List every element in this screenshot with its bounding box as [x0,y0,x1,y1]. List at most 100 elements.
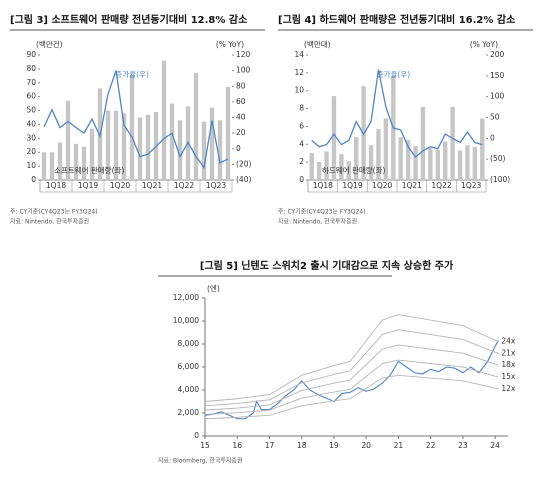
y-tick-label: 12,000 [173,293,199,302]
bar [398,137,403,180]
bar [376,129,381,180]
bar [443,141,448,180]
x-tick-label: 1Q21 [402,181,422,190]
bar [324,151,329,180]
bar [89,128,95,180]
x-tick-label: 17 [265,441,275,450]
y2-tick-label: 20 [236,128,246,137]
x-tick-label: 20 [361,441,371,450]
bar [339,154,344,180]
bar [81,146,87,180]
bar [480,118,485,180]
y2-axis-label: (% YoY) [470,40,498,49]
x-tick-label: 1Q20 [110,181,130,190]
y-tick-label: 4 [299,139,304,148]
x-tick-label: 1Q19 [342,181,362,190]
y-tick-label: 10 [26,161,36,170]
bar [121,113,127,180]
bar [169,103,175,180]
bar [457,150,463,180]
y2-tick-label: 0 [236,144,241,153]
band-label: 21x [501,348,516,357]
bar [49,152,55,180]
bar [137,117,143,180]
x-tick-label: 1Q20 [372,181,392,190]
y2-tick-label: 60 [236,97,246,106]
y2-tick-label: 0 [490,133,495,142]
y2-tick-label: 100 [236,66,251,75]
y2-tick-label: 200 [490,50,505,59]
bar [309,153,314,180]
band-line [204,344,499,411]
bar [177,120,183,180]
y-tick-label: 8 [299,104,304,113]
x-tick-label: 1Q21 [142,181,162,190]
bar [73,143,79,180]
y-tick-label: 40 [26,119,36,128]
note: 주: CY기준(CY4Q23는 FY3Q24) [278,208,366,216]
x-tick-label: 15 [200,441,210,450]
y-tick-label: 90 [26,50,36,59]
x-tick-label: 1Q23 [206,181,226,190]
y-tick-label: 4,000 [178,385,200,394]
y-tick-label: 80 [26,64,36,73]
bar [428,147,433,180]
y2-tick-label: (40) [236,175,251,184]
chart-title: [그림 4] 하드웨어 판매량은 전년동기대비 16.2% 감소 [278,13,515,26]
band-line [204,374,499,420]
x-tick-label: 18 [297,441,307,450]
y2-tick-label: 100 [490,92,505,101]
growth-line [43,70,229,170]
chart-title: [그림 3] 소프트웨어 판매량 전년동기대비 12.8% 감소 [10,13,247,26]
bar [41,152,47,180]
y-axis-label: (엔) [207,283,220,293]
y-tick-label: 70 [26,78,36,87]
y2-tick-label: 120 [236,50,251,59]
bar [225,86,231,180]
x-tick-label: 23 [458,441,468,450]
x-tick-label: 1Q18 [313,181,333,190]
y-tick-label: 60 [26,92,36,101]
y2-tick-label: (50) [490,154,505,163]
x-tick-label: 16 [232,441,242,450]
y-tick-label: 0 [299,175,304,184]
y-tick-label: 2 [299,157,304,166]
band-label: 18x [501,360,516,369]
bar [346,161,351,180]
x-tick-label: 1Q23 [461,181,481,190]
bar [105,110,111,180]
bar [413,146,418,180]
x-tick-label: 1Q22 [431,181,451,190]
x-tick-label: 24 [490,441,500,450]
chart-title: [그림 5] 닌텐도 스위치2 출시 기대감으로 지속 상승한 주가 [200,259,454,272]
band-label: 15x [501,372,516,381]
bar [465,145,470,180]
note: 주: CY기준(CY4Q23는 FY3Q24) [10,208,98,216]
bar [420,106,426,180]
legend-line: 증가율(우) [377,70,411,79]
band-label: 24x [501,337,516,346]
y-tick-label: 20 [26,147,36,156]
y2-tick-label: 150 [490,71,505,80]
y-axis-label: (백만대) [304,39,331,49]
y-tick-label: 14 [294,50,304,59]
legend-line: 증가율(우) [115,70,149,79]
bar [145,114,151,180]
y-tick-label: 2,000 [178,408,200,417]
note: 자료: Nintendo, 한국투자증권 [278,218,357,226]
price-line [204,340,499,420]
y2-axis-label: (% YoY) [216,40,244,49]
bar [316,162,322,180]
y2-tick-label: (100) [490,175,510,184]
y-tick-label: 10 [294,86,304,95]
y-tick-label: 12 [294,68,304,77]
y-tick-label: 6 [299,121,304,130]
band-label: 12x [501,384,516,393]
y-tick-label: 8,000 [178,339,200,348]
y2-tick-label: 80 [236,81,246,90]
bar [435,149,440,180]
band-line [204,359,499,415]
y-tick-label: 10,000 [173,316,199,325]
note: 자료: Nintendo, 한국투자증권 [10,218,89,226]
